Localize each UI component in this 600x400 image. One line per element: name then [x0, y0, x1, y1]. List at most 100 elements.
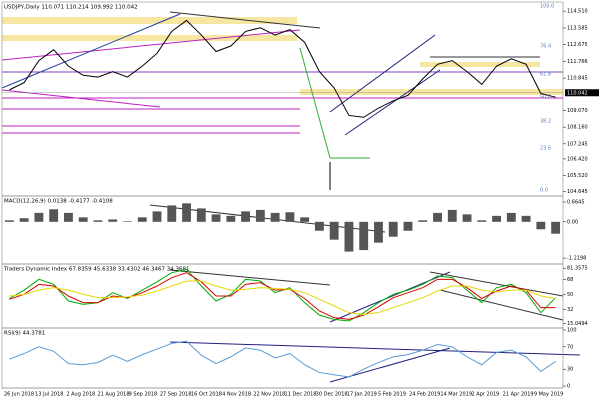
x-tick-label: 26 Jun 2018 [4, 392, 34, 398]
last-price: 110.042 [567, 90, 588, 96]
channel [329, 34, 436, 113]
histogram-bar [536, 221, 546, 230]
fib-label: 0.0 [540, 188, 548, 194]
zone [2, 35, 297, 41]
histogram-bar [4, 220, 14, 222]
x-tick-label: 27 Sep 2018 [160, 392, 192, 398]
panel-label: RSI(9) 44.3781 [4, 331, 45, 337]
trendline [1, 13, 181, 89]
y-tick-label: 50 [567, 292, 573, 298]
y-tick-label: 106.420 [567, 156, 588, 162]
histogram-bar [314, 221, 324, 231]
zone [2, 17, 297, 24]
fib-label: 23.6 [540, 146, 551, 152]
histogram-bar [211, 214, 221, 222]
trendline [169, 269, 331, 286]
histogram-bar [329, 221, 339, 240]
x-tick-label: 30 Dec 2018 [316, 392, 348, 398]
trendline [439, 289, 564, 321]
histogram-bar [108, 219, 118, 222]
zone [300, 89, 563, 95]
trendline [169, 11, 321, 29]
histogram-bar [49, 209, 59, 222]
histogram-bar [270, 212, 280, 222]
fib-label: 61.8 [540, 72, 551, 78]
panel-label: USDJPY,Daily 110.071 110.214 109.992 110… [4, 5, 138, 11]
fib-label: 76.4 [540, 44, 551, 50]
x-tick-label: 17 Jan 2019 [347, 392, 377, 398]
trendline [1, 29, 301, 61]
y-tick-label: 105.520 [567, 173, 588, 179]
y-tick-label: 30 [567, 367, 573, 373]
x-tick-label: 13 Jul 2018 [35, 392, 63, 398]
x-tick-label: 4 Nov 2018 [222, 392, 251, 398]
y-tick-label: 113.585 [567, 26, 588, 32]
y-tick-label: 0.6645 [567, 200, 585, 206]
x-tick-label: 16 Oct 2018 [191, 392, 222, 398]
y-tick-label: 100 [567, 328, 577, 334]
histogram-bar [19, 218, 29, 222]
histogram-bar [388, 221, 398, 237]
series-line [9, 280, 556, 315]
histogram-bar [241, 211, 251, 222]
trendline [429, 271, 564, 297]
last-price-box [565, 89, 599, 97]
x-tick-label: 5 Feb 2019 [378, 392, 406, 398]
y-tick-label: 0 [567, 384, 570, 390]
panel-label: MACD(12,26,9) 0.0138 -0.4177 -0.4108 [4, 199, 113, 205]
histogram-bar [477, 220, 487, 222]
histogram-bar [64, 212, 73, 222]
histogram-bar [285, 212, 295, 222]
histogram-bar [123, 221, 132, 222]
histogram-bar [447, 209, 457, 222]
y-tick-label: 32 [567, 307, 573, 313]
histogram-bar [182, 203, 191, 222]
fib-label: 38.2 [540, 119, 551, 125]
histogram-bar [403, 221, 413, 231]
channel [344, 69, 441, 136]
histogram-bar [255, 209, 265, 222]
histogram-bar [344, 221, 354, 252]
x-tick-label: 11 Dec 2018 [285, 392, 317, 398]
histogram-bar [374, 221, 383, 243]
trendline [169, 341, 581, 356]
histogram-bar [34, 212, 44, 222]
x-tick-label: 2 Aug 2018 [66, 392, 95, 398]
y-tick-label: 109.070 [567, 108, 588, 114]
histogram-bar [492, 215, 501, 222]
y-tick-label: 108.160 [567, 125, 588, 131]
y-tick-label: 0.00 [567, 219, 578, 225]
y-tick-label: 15.0494 [567, 321, 588, 327]
x-tick-label: 22 Nov 2018 [253, 392, 285, 398]
drawings [1, 11, 581, 383]
y-tick-label: 81.3575 [567, 266, 588, 272]
histogram-bar [359, 221, 369, 251]
y-tick-label: 111.766 [567, 59, 588, 65]
y-tick-label: 107.245 [567, 141, 588, 147]
y-tick-label: 104.645 [567, 189, 588, 195]
series-line [9, 19, 556, 118]
y-tick-label: 112.675 [567, 42, 588, 48]
histogram-bar [226, 215, 236, 222]
x-tick-label: 21 Aug 2018 [98, 392, 130, 398]
x-tick-label: 9 May 2019 [534, 392, 563, 398]
histogram-bar [462, 214, 472, 222]
x-tick-label: 24 Feb 2019 [409, 392, 440, 398]
histogram-bar [506, 212, 516, 222]
y-tick-label: -1.2198 [567, 256, 586, 262]
histogram-bar [152, 211, 162, 222]
y-tick-label: 68 [567, 277, 573, 283]
fib-line [299, 47, 331, 159]
y-tick-label: 114.510 [567, 9, 588, 15]
y-tick-label: 70 [567, 344, 573, 350]
histogram-bar [300, 217, 310, 222]
fib-label: 50.0 [540, 95, 551, 101]
histogram-bar [196, 208, 206, 222]
fib-label: 100.0 [540, 4, 554, 10]
histogram-bar [418, 220, 428, 222]
histogram-bar [433, 212, 442, 222]
x-tick-label: 14 Mar 2019 [440, 392, 472, 398]
x-tick-label: 9 Sep 2018 [129, 392, 158, 398]
histogram-bar [93, 220, 103, 222]
